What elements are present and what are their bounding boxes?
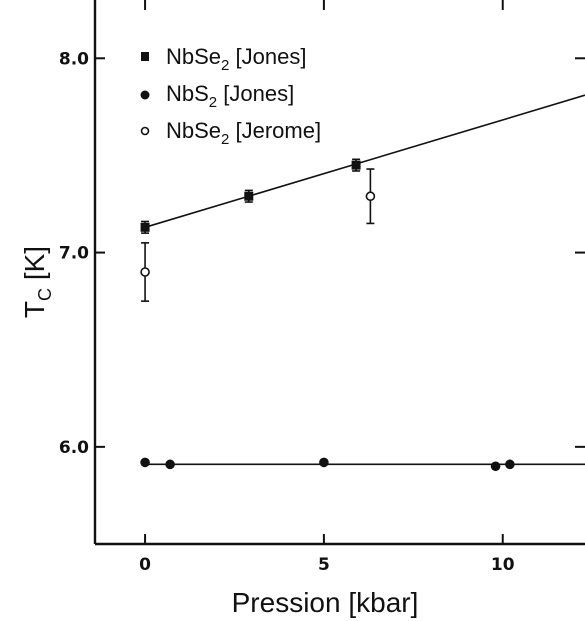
y-axis-title: TC [K] — [19, 246, 55, 318]
ticks: 0 5 10 6.0 7.0 8.0 — [59, 0, 585, 575]
legend-label: NbS2 [Jones] — [166, 81, 294, 111]
y-axis-title-sub: C — [35, 288, 55, 301]
legend-label-sub: 2 — [221, 57, 229, 74]
legend-label-pre: NbSe — [166, 118, 221, 143]
data-point-filled-circle — [165, 459, 175, 470]
y-tick-label: 7.0 — [59, 244, 89, 264]
data-point-square — [244, 191, 254, 201]
legend-label: NbSe2 [Jones] — [166, 44, 306, 74]
data-point-filled-circle — [140, 457, 150, 468]
x-tick-label: 0 — [139, 555, 151, 575]
y-axis-title-rest: [K] — [19, 246, 50, 288]
y-tick-label: 6.0 — [59, 438, 89, 458]
data-point-filled-circle — [490, 461, 501, 472]
legend-label-post: [Jones] — [229, 44, 306, 69]
data-point-square — [351, 160, 361, 170]
legend-marker-open-circle — [140, 126, 150, 136]
data-marks — [140, 158, 515, 472]
legend-label-pre: NbS — [166, 81, 209, 106]
legend-label-post: [Jerome] — [229, 118, 321, 143]
x-tick-label: 10 — [491, 555, 515, 575]
y-axis-title-main: T — [19, 301, 50, 318]
legend-marker-filled-circle — [140, 90, 150, 100]
data-point-filled-circle — [319, 457, 329, 468]
x-axis-title: Pression [kbar] — [232, 587, 419, 618]
legend-marker-filled-square — [141, 52, 149, 61]
legend-entry: NbSe2 [Jerome] — [140, 118, 321, 148]
data-point-square — [140, 222, 150, 232]
legend: NbSe2 [Jones] NbS2 [Jones] NbSe2 [Jerome… — [140, 44, 321, 148]
data-point-open-circle — [140, 267, 150, 277]
legend-entry: NbSe2 [Jones] — [141, 44, 306, 74]
data-point-filled-circle — [505, 459, 515, 470]
fit-lines — [144, 94, 585, 466]
legend-label-post: [Jones] — [217, 81, 294, 106]
y-tick-label: 8.0 — [59, 49, 89, 69]
legend-label-sub: 2 — [209, 94, 217, 111]
data-point-open-circle — [365, 191, 376, 202]
legend-entry: NbS2 [Jones] — [140, 81, 294, 111]
legend-label: NbSe2 [Jerome] — [166, 118, 321, 148]
x-tick-label: 5 — [318, 555, 330, 575]
fit-line — [144, 94, 585, 229]
legend-label-pre: NbSe — [166, 44, 221, 69]
legend-label-sub: 2 — [221, 131, 229, 148]
